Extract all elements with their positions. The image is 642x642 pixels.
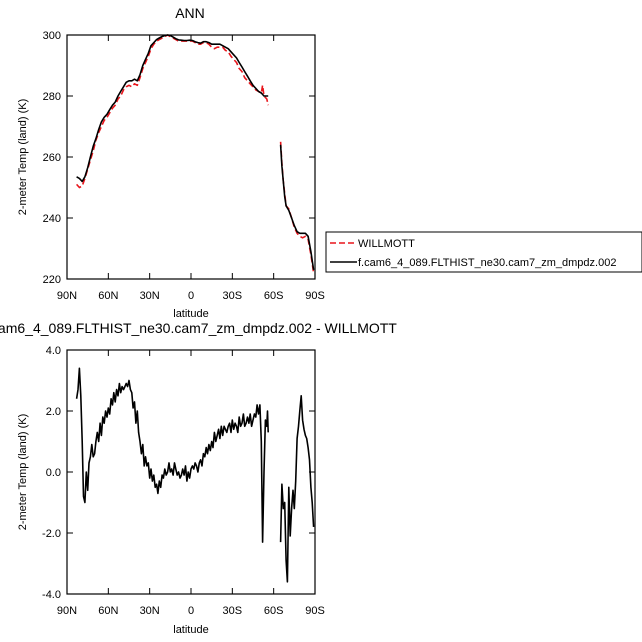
y-tick-label: 300 — [43, 30, 61, 42]
x-tick-label: 0 — [188, 290, 194, 302]
bottom-series-lines — [75, 367, 315, 583]
x-tick-label: 90S — [305, 605, 325, 617]
bottom-chart-title: f.cam6_4_089.FLTHIST_ne30.cam7_zm_dmpdz.… — [0, 320, 397, 336]
legend-box — [325, 231, 642, 273]
top-series-lines — [76, 34, 315, 274]
top-plot-frame — [66, 34, 316, 280]
x-tick-label: 30N — [140, 605, 160, 617]
series-0-segment-1 — [279, 395, 315, 583]
x-tick-label: 60S — [264, 290, 284, 302]
y-tick-label: 220 — [43, 274, 61, 286]
x-tick-label: 90N — [57, 290, 77, 302]
x-tick-label: 30N — [140, 290, 160, 302]
x-tick-label: 90S — [305, 290, 325, 302]
x-tick-label: 60N — [98, 605, 118, 617]
y-tick-label: 2.0 — [46, 406, 61, 418]
bottom-y-ticks: -4.0 -2.0 0.0 2.0 4.0 — [42, 345, 315, 601]
top-y-axis-label: 2-meter Temp (land) (K) — [17, 99, 29, 216]
y-tick-label: 4.0 — [46, 345, 61, 357]
x-tick-label: 30S — [223, 290, 243, 302]
x-tick-label: 90N — [57, 605, 77, 617]
x-tick-label: 60N — [98, 290, 118, 302]
y-tick-label: 280 — [43, 91, 61, 103]
bottom-x-axis-label: latitude — [173, 624, 208, 636]
x-tick-label: 60S — [264, 605, 284, 617]
top-x-ticks: 90N 60N 30N 0 30S 60S 90S — [57, 35, 325, 302]
y-tick-label: 260 — [43, 152, 61, 164]
series-1-segment-0 — [76, 34, 269, 183]
legend: WILLMOTT f.cam6_4_089.FLTHIST_ne30.cam7_… — [325, 231, 642, 273]
legend-label-willmott: WILLMOTT — [358, 238, 415, 250]
series-1-segment-1 — [279, 144, 315, 271]
y-tick-label: -2.0 — [42, 528, 61, 540]
x-tick-label: 0 — [188, 605, 194, 617]
y-tick-label: -4.0 — [42, 589, 61, 601]
top-panel: ANN 90N 60N 30N 0 30S 60S 90S 220240260280300 … — [17, 5, 325, 320]
bottom-x-ticks: 90N 60N 30N 0 30S 60S 90S — [57, 350, 325, 617]
top-x-axis-label: latitude — [173, 308, 208, 320]
legend-label-model: f.cam6_4_089.FLTHIST_ne30.cam7_zm_dmpdz.… — [358, 257, 616, 269]
x-tick-label: 30S — [223, 605, 243, 617]
series-0-segment-0 — [75, 367, 269, 543]
bottom-y-axis-label: 2-meter Temp (land) (K) — [17, 414, 29, 531]
bottom-panel: f.cam6_4_089.FLTHIST_ne30.cam7_zm_dmpdz.… — [0, 320, 397, 636]
y-tick-label: 240 — [43, 213, 61, 225]
top-chart-title: ANN — [175, 5, 205, 21]
y-tick-label: 0.0 — [46, 467, 61, 479]
top-y-ticks: 220 240 260 280 300 — [43, 30, 315, 286]
series-0-segment-0 — [76, 34, 269, 189]
series-0-segment-1 — [279, 141, 315, 274]
